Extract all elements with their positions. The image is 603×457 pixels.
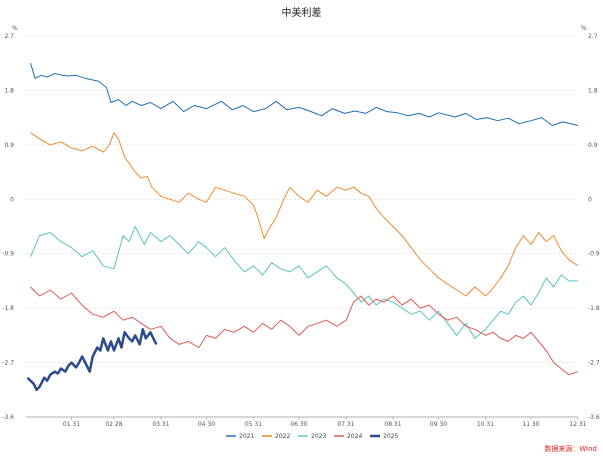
- x-tick-label: 02 28: [105, 421, 122, 428]
- series-line-2022: [30, 132, 579, 297]
- source-note: 数据来源：Wind: [544, 445, 597, 453]
- x-tick-label: 12 31: [569, 421, 586, 428]
- x-tick-label: 09 30: [430, 421, 447, 428]
- y-tick-label-left: 2.7: [4, 33, 14, 40]
- x-tick-label: 03 31: [152, 421, 169, 428]
- series-line-2024: [30, 286, 579, 376]
- x-tick-label: 04 30: [198, 421, 215, 428]
- y-tick-label-right: 0: [588, 196, 592, 203]
- y-tick-label-right: -1.8: [588, 305, 600, 312]
- series-line-2021: [30, 63, 579, 126]
- series-line-2025: [26, 328, 158, 392]
- legend-label-2025: 2025: [383, 433, 398, 440]
- y-tick-label-right: 0.9: [588, 142, 598, 149]
- legend-label-2022: 2022: [275, 433, 290, 440]
- x-tick-label: 01 31: [63, 421, 80, 428]
- y-tick-label-left: -1.8: [2, 305, 14, 312]
- x-tick-label: 10 31: [477, 421, 494, 428]
- y-tick-label-left: 1.8: [4, 87, 14, 94]
- x-tick-label: 11 30: [522, 421, 539, 428]
- y-tick-label-left: 0.9: [4, 142, 14, 149]
- x-tick-label: 06 30: [290, 421, 307, 428]
- y-tick-label-right: -0.9: [588, 251, 600, 258]
- legend: 2021 2022 2023 2024 2025: [226, 433, 398, 440]
- y-tick-label-left: -3.6: [2, 414, 14, 421]
- y-tick-label-left: 0: [10, 196, 14, 203]
- grid-layer: [26, 35, 578, 418]
- series-layer: [26, 63, 579, 392]
- x-tick-label: 08 31: [384, 421, 401, 428]
- x-tick-label: 05 31: [245, 421, 262, 428]
- y-unit-right: %: [581, 25, 587, 32]
- chart-title: 中美利差: [281, 8, 322, 19]
- x-tick-label: 07 31: [337, 421, 354, 428]
- y-tick-label-left: -0.9: [2, 251, 14, 258]
- y-tick-label-right: 1.8: [588, 87, 598, 94]
- y-tick-label-left: -2.7: [2, 360, 14, 367]
- legend-label-2024: 2024: [347, 433, 362, 440]
- legend-label-2021: 2021: [239, 433, 254, 440]
- axis-layer: 2.7 2.7 1.8 1.8 0.9 0.9 0 0 -0.9 -0.9 -1.8 -1.8 -2.7…: [2, 25, 600, 428]
- y-tick-label-right: 2.7: [588, 33, 598, 40]
- legend-label-2023: 2023: [311, 433, 326, 440]
- y-unit-left: %: [12, 25, 18, 32]
- series-line-2023: [30, 226, 578, 339]
- y-tick-label-right: -2.7: [588, 360, 600, 367]
- y-tick-label-right: -3.6: [588, 414, 600, 421]
